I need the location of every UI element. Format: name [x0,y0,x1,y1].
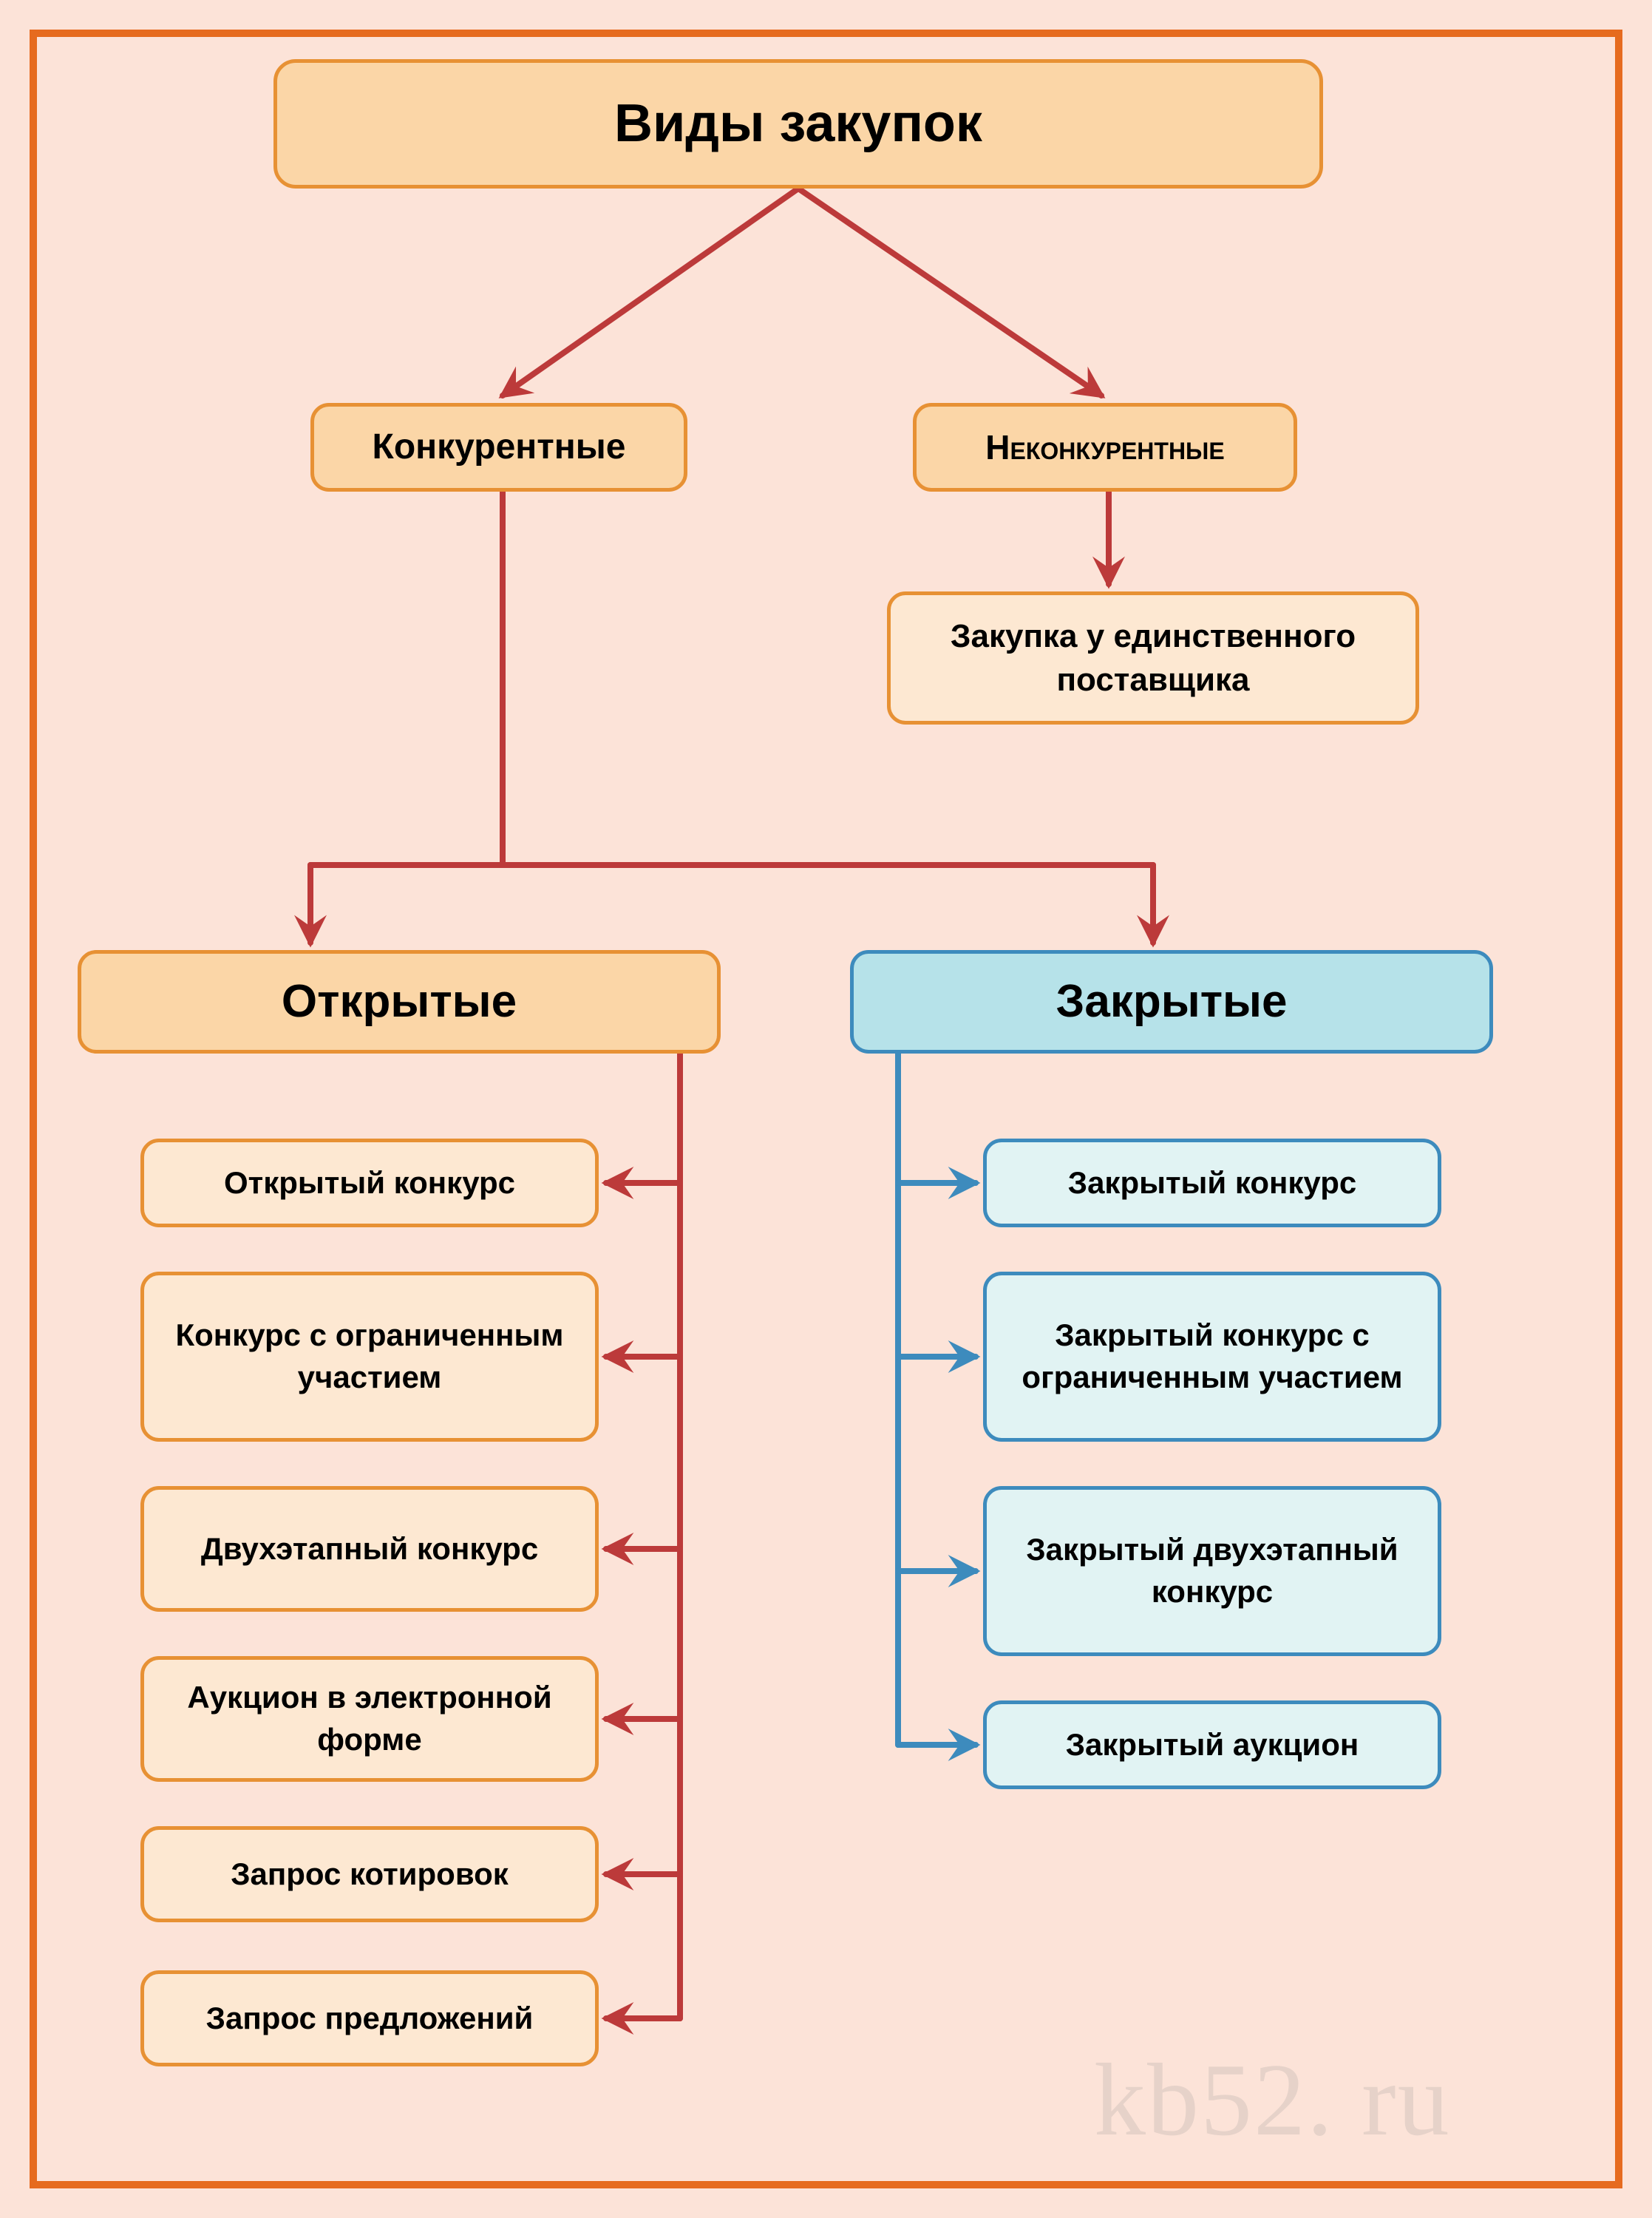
node-open-item-4: Запрос котировок [140,1826,599,1922]
node-root: Виды закупок [273,59,1323,189]
node-closed: Закрытые [850,950,1493,1054]
node-closed-item-0: Закрытый конкурс [983,1139,1441,1227]
node-open-item-3: Аукцион в электронной форме [140,1656,599,1782]
node-closed-item-3: Закрытый аукцион [983,1700,1441,1789]
node-competitive: Конкурентные [310,403,687,492]
diagram-canvas: kb52. ru Виды закупокКонкурентныеНеконку… [0,0,1652,2218]
node-closed-item-1: Закрытый конкурс с ограниченным участием [983,1272,1441,1442]
node-open-item-5: Запрос предложений [140,1970,599,2066]
node-closed-item-2: Закрытый двухэтапный конкурс [983,1486,1441,1656]
node-open: Открытые [78,950,721,1054]
node-noncompetitive: Неконкурентные [913,403,1297,492]
node-open-item-2: Двухэтапный конкурс [140,1486,599,1612]
node-open-item-0: Открытый конкурс [140,1139,599,1227]
node-open-item-1: Конкурс с ограниченным участием [140,1272,599,1442]
node-single-supplier: Закупка у единственного поставщика [887,591,1419,725]
